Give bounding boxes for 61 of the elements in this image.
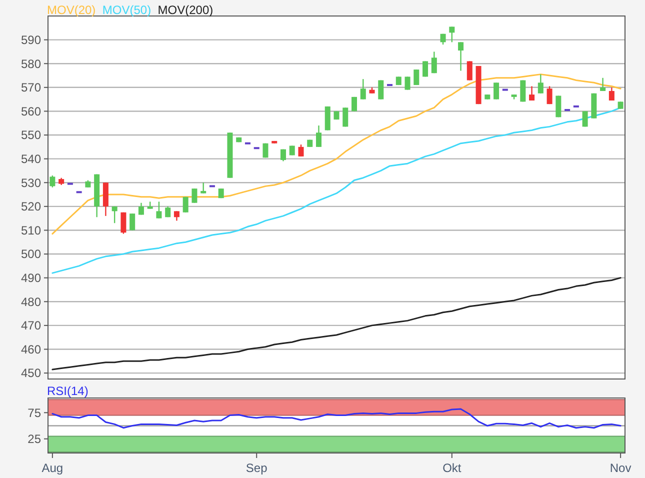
y-tick-label: 490 bbox=[20, 271, 42, 286]
y-tick-label: 530 bbox=[20, 176, 42, 190]
candlestick bbox=[102, 182, 108, 217]
line-series bbox=[52, 106, 622, 274]
y-tick-label: 75 bbox=[28, 406, 42, 420]
y-tick-label: 580 bbox=[20, 56, 42, 71]
y-tick-label: 560 bbox=[20, 104, 42, 118]
text: MOV(200) bbox=[158, 3, 214, 18]
line-series bbox=[52, 408, 622, 429]
candlestick bbox=[404, 76, 410, 90]
y-tick-label: 460 bbox=[20, 342, 42, 356]
candlestick bbox=[138, 202, 144, 216]
y-tick-label: 450 bbox=[20, 366, 42, 380]
x-tick-label: Aug bbox=[42, 461, 64, 475]
candlestick bbox=[50, 174, 56, 188]
candlestick bbox=[608, 86, 614, 102]
y-tick-label: 510 bbox=[20, 223, 42, 238]
line-series bbox=[52, 74, 622, 235]
candlestick bbox=[200, 182, 206, 194]
y-tick-label: 500 bbox=[20, 247, 42, 262]
candlestick bbox=[546, 86, 552, 105]
candlestick bbox=[529, 86, 535, 102]
line-series bbox=[52, 277, 622, 370]
candlestick bbox=[112, 206, 118, 224]
candlestick bbox=[378, 80, 384, 100]
candlestick bbox=[494, 82, 500, 100]
candlestick bbox=[156, 201, 162, 219]
series-label: RSI(14) bbox=[47, 384, 88, 398]
y-tick-label: 520 bbox=[20, 200, 42, 214]
candlestick bbox=[130, 212, 136, 231]
candlestick bbox=[120, 212, 126, 234]
candlestick bbox=[316, 124, 322, 148]
candlestick bbox=[538, 74, 544, 94]
candlestick bbox=[298, 144, 304, 158]
candlestick bbox=[360, 78, 366, 100]
candlestick bbox=[600, 77, 606, 92]
candlestick bbox=[556, 95, 562, 118]
candlestick bbox=[414, 68, 420, 86]
x-tick-label: Sep bbox=[246, 461, 268, 475]
candlestick bbox=[458, 42, 464, 72]
candlestick bbox=[422, 60, 428, 78]
candlestick bbox=[342, 107, 348, 128]
y-tick-label: 25 bbox=[28, 432, 42, 446]
x-tick-label: Okt bbox=[442, 461, 462, 475]
y-tick-label: 470 bbox=[20, 318, 42, 333]
candlestick bbox=[582, 110, 588, 128]
y-tick-label: 480 bbox=[20, 294, 42, 309]
candlestick bbox=[182, 196, 188, 213]
candlestick bbox=[174, 210, 180, 222]
candlestick bbox=[431, 51, 437, 74]
text: MOV(50) bbox=[102, 3, 152, 18]
y-tick-label: 550 bbox=[20, 128, 42, 142]
candlestick bbox=[466, 60, 472, 81]
y-tick-label: 570 bbox=[20, 80, 42, 95]
y-tick-label: 590 bbox=[20, 33, 42, 48]
candlestick bbox=[324, 106, 330, 131]
x-tick-label: Nov bbox=[610, 461, 632, 475]
candlestick bbox=[449, 26, 455, 43]
candlestick bbox=[192, 188, 198, 204]
y-tick-label: 540 bbox=[20, 152, 42, 166]
text: MOV(20) bbox=[47, 3, 96, 18]
